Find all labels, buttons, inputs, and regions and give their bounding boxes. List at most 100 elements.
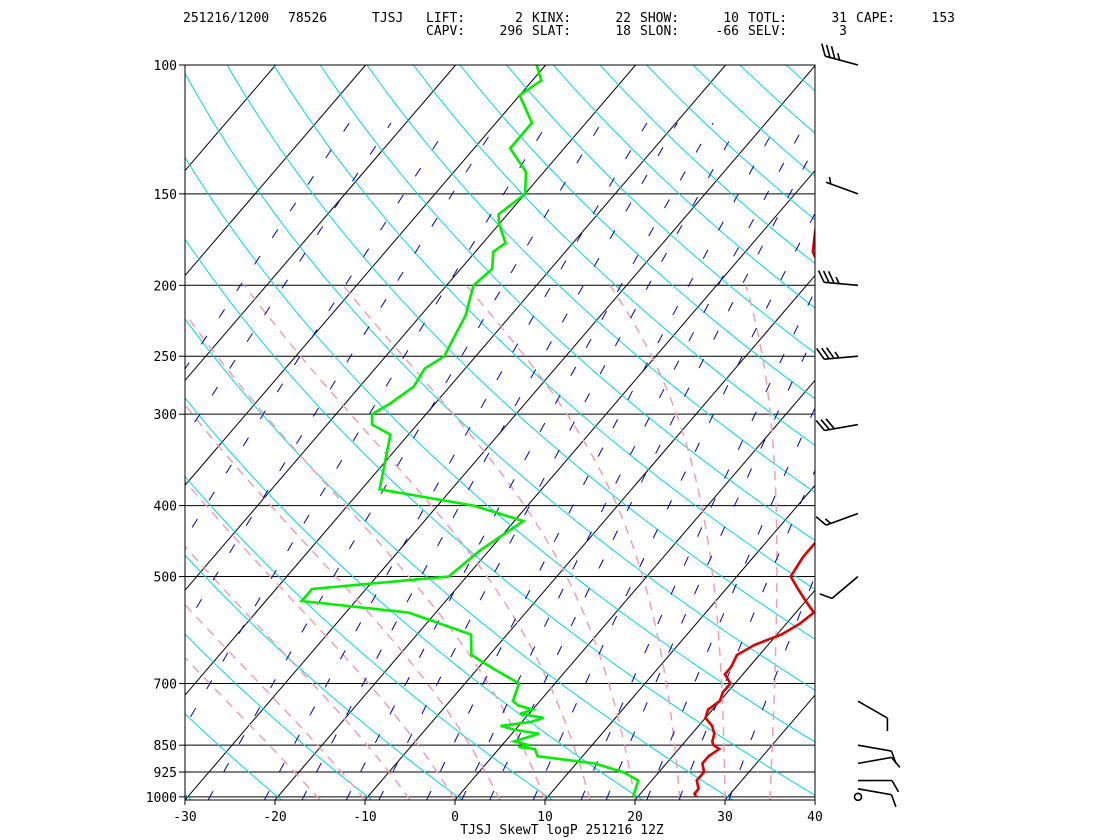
isotherm-line <box>185 65 547 487</box>
header-slat-value: 18 <box>615 24 631 39</box>
mixing-ratio-line <box>345 122 714 800</box>
wind-barb-flag <box>825 44 831 58</box>
isotherm-line <box>544 484 815 800</box>
x-tick-label: 40 <box>807 810 823 825</box>
wind-barb-flag <box>815 419 826 432</box>
y-tick-label: 100 <box>154 59 177 74</box>
moist-adiabat-line <box>185 403 501 800</box>
moist-adiabat-line <box>185 479 456 800</box>
wind-barb-half-flag <box>834 351 840 359</box>
wind-barb-flag <box>822 270 830 284</box>
dry-adiabat-line <box>692 65 815 177</box>
wind-barb-staff <box>857 788 892 796</box>
wind-barbs <box>815 43 901 808</box>
dry-adiabat-line <box>185 238 815 796</box>
isotherm-line <box>185 65 637 591</box>
x-tick-label: 20 <box>627 810 643 825</box>
y-tick-label: 700 <box>154 677 177 692</box>
moist-adiabat-line <box>745 285 778 800</box>
isotherm-line <box>0 65 96 800</box>
y-tick-label: 500 <box>154 571 177 586</box>
moist-adiabat-line <box>185 603 366 800</box>
mixing-ratio-line <box>532 212 815 800</box>
wind-barb-staff <box>824 423 859 432</box>
header-cape-label: CAPE: <box>856 11 895 26</box>
moist-adiabat-line <box>185 312 546 800</box>
wind-barb <box>821 43 859 66</box>
wind-barb-flag <box>819 593 833 600</box>
mixing-ratio-line <box>263 122 648 800</box>
wind-barb-flag <box>825 347 835 359</box>
wind-barb-staff <box>857 744 892 752</box>
dry-adiabat-line <box>185 318 734 800</box>
wind-barb-staff <box>831 575 859 600</box>
header-slon-label: SLON: <box>640 24 679 39</box>
isotherm-line <box>274 169 815 800</box>
wind-barb-flag <box>815 516 827 526</box>
dry-adiabat-line <box>319 65 815 542</box>
wind-barb-flag <box>827 271 835 284</box>
mixing-ratio-line <box>185 122 498 628</box>
dry-adiabat-line <box>185 713 282 800</box>
dry-adiabat-line <box>185 156 815 743</box>
header-cape-value: 153 <box>932 11 955 26</box>
dry-adiabat-line <box>785 65 815 92</box>
dry-adiabat-line <box>413 65 815 446</box>
y-tick-label: 200 <box>154 279 177 294</box>
y-tick-label: 925 <box>154 766 177 781</box>
header-slon-value: -66 <box>716 24 739 39</box>
isotherm-line <box>0 65 6 800</box>
wind-barb <box>857 744 897 764</box>
dry-adiabat-line <box>366 65 815 494</box>
mixing-ratio-line <box>185 122 350 370</box>
dry-adiabat-line <box>185 554 463 800</box>
wind-barb-calm <box>853 792 863 802</box>
isotherm-line <box>185 65 457 382</box>
header: 251216/1200 78526 TJSJ LIFT: 2 KINX: 22 … <box>183 11 955 39</box>
wind-barb-flag <box>890 750 897 764</box>
y-tick-label: 850 <box>154 739 177 754</box>
isotherm-line <box>364 274 815 800</box>
mixing-ratio-line <box>646 406 815 800</box>
mixing-ratio-line <box>489 145 815 800</box>
moist-adiabat-line <box>465 284 681 800</box>
dry-adiabat-line <box>0 65 101 800</box>
header-show-label: SHOW: <box>640 11 679 26</box>
header-slat-label: SLAT: <box>532 24 571 39</box>
wind-barb <box>819 575 859 600</box>
wind-barb-flag <box>891 780 900 793</box>
y-tick-label: 400 <box>154 500 177 515</box>
isotherm-line <box>185 65 727 696</box>
wind-barb <box>815 512 859 526</box>
wind-barb-staff <box>824 355 859 360</box>
x-tick-label: 10 <box>537 810 553 825</box>
header-capv-label: CAPV: <box>426 24 465 39</box>
wind-barb <box>857 788 897 808</box>
mixing-ratio-line <box>605 333 815 800</box>
isotherm-line <box>814 799 815 800</box>
dry-adiabat-line <box>226 65 815 640</box>
x-tick-label: -20 <box>263 810 286 825</box>
wind-barb-staff <box>824 281 859 287</box>
wind-barb-flag <box>890 794 897 808</box>
dry-adiabat-line <box>459 65 815 400</box>
wind-barb-flag <box>830 45 836 60</box>
dry-adiabat-line <box>185 633 373 800</box>
dewpoint-profile-line <box>299 65 640 798</box>
wind-barb-staff <box>825 181 859 195</box>
header-totl-value: 31 <box>831 11 847 26</box>
wind-barb <box>816 347 859 360</box>
mixing-ratio-line <box>185 122 392 439</box>
wind-barb-half-flag <box>828 176 832 185</box>
wind-barb-flag <box>825 418 836 430</box>
header-kinx-value: 22 <box>615 11 631 26</box>
wind-barb-flag <box>817 270 825 283</box>
header-capv-value: 296 <box>500 24 523 39</box>
isotherm-line <box>634 589 815 800</box>
wind-barb <box>825 176 859 195</box>
isotherm-line <box>454 379 815 800</box>
header-kinx-label: KINX: <box>532 11 571 26</box>
wind-barb <box>857 700 889 732</box>
moist-adiabat-line <box>609 284 726 800</box>
